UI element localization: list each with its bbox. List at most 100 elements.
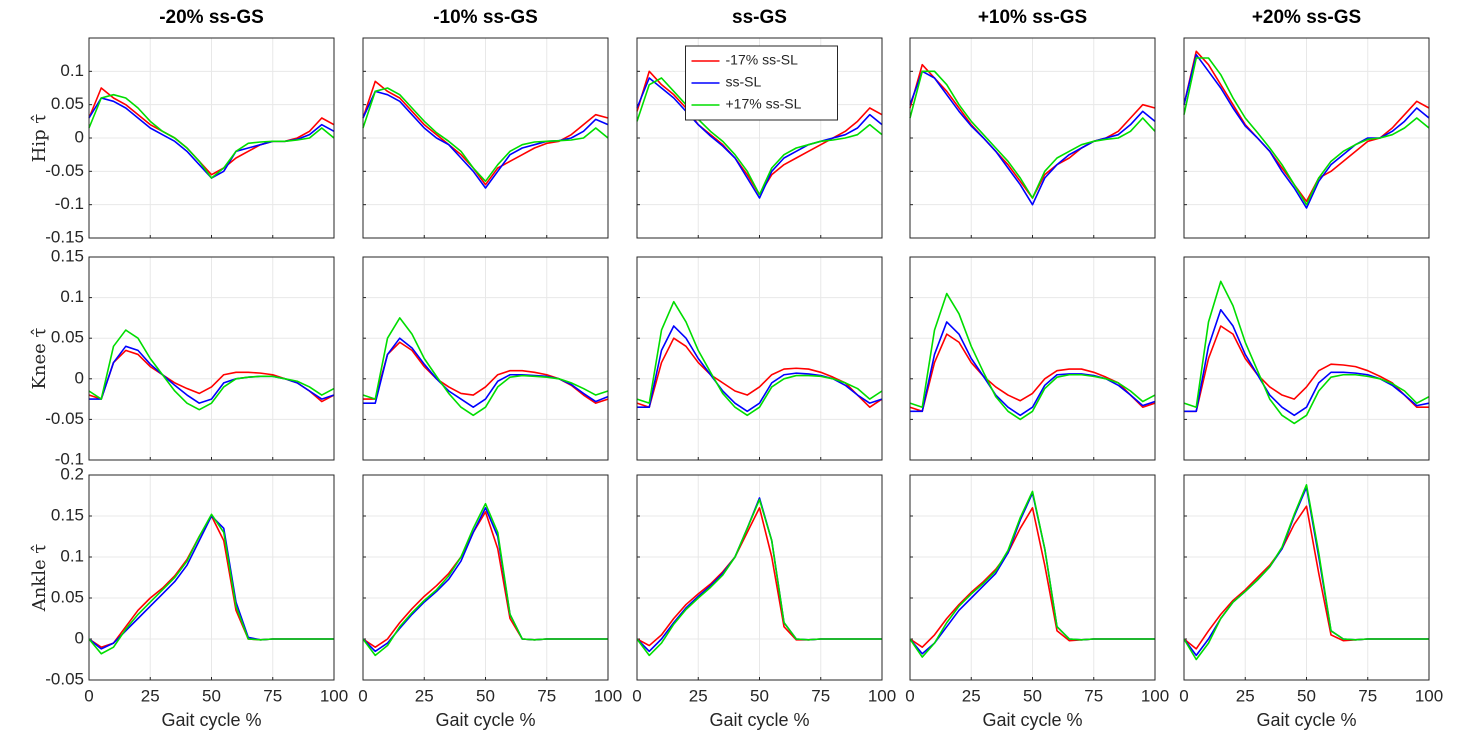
series-line [1183,280,1430,425]
series-line [636,77,883,196]
panel: -10% ss-GS [362,7,609,239]
axes-box [909,37,1156,239]
series-line [363,337,609,409]
y-axis-label: Knee τ̂ [29,327,50,389]
series-line [88,513,334,655]
axes-box [1183,37,1430,239]
series-line [1184,325,1429,413]
x-axis-label: Gait cycle % [435,710,535,730]
panel-title: -20% ss-GS [159,7,264,28]
y-tick-label: -0.05 [45,161,84,180]
series-line [1183,53,1430,209]
panel [1183,256,1430,461]
series-line [1183,57,1430,206]
series-line [636,498,882,657]
legend-label: -17% ss-SL [726,52,799,68]
panel [909,256,1156,461]
series-line [636,77,883,199]
panel: -0.15 -0.1 -0.05 0 0.05 0.1 -20% ss-GS Hip τ̂ [29,7,335,246]
x-tick-label: 50 [476,686,495,705]
x-tick-label: 0 [358,686,367,705]
y-tick-label: -0.05 [45,409,84,428]
series-line [1183,484,1429,661]
series-line [1183,50,1430,203]
x-tick-label: 50 [1297,686,1316,705]
series-line [88,329,335,411]
series-line [1184,308,1430,417]
legend-label: +17% ss-SL [726,96,802,112]
x-tick-label: 75 [1358,686,1377,705]
series-line [910,321,1156,417]
x-axis-label: Gait cycle % [1256,710,1356,730]
y-tick-label: 0.15 [51,246,84,265]
x-tick-label: 25 [1236,686,1255,705]
x-tick-label: 50 [202,686,221,705]
y-axis-label: Hip τ̂ [29,114,50,163]
y-tick-label: 0.1 [60,546,84,565]
x-tick-label: 100 [1415,686,1443,705]
y-tick-label: 0.05 [51,94,84,113]
axes-box [88,474,335,681]
series-line [362,80,609,186]
panel [362,256,609,461]
axes-box [636,256,883,461]
series-line [362,87,609,183]
panel: +10% ss-GS [909,7,1156,239]
y-tick-label: 0.1 [60,287,84,306]
x-tick-label: 100 [868,686,896,705]
panel: 0 25 50 75 100 Gait cycle % [358,474,622,730]
axes-box [1183,474,1430,681]
series-line [362,90,609,189]
x-tick-label: 100 [594,686,622,705]
series-line [88,93,335,179]
axes-box [636,37,883,239]
y-tick-label: 0.2 [60,464,84,483]
x-tick-label: 75 [537,686,556,705]
y-tick-label: -0.15 [45,227,84,246]
y-tick-label: -0.1 [55,194,84,213]
series-line [362,502,608,657]
y-tick-label: 0.05 [51,587,84,606]
x-tick-label: 0 [84,686,93,705]
x-tick-label: 0 [1179,686,1188,705]
legend: -17% ss-SL ss-SL +17% ss-SL [685,45,838,121]
series-line [909,70,1156,206]
axes-box [909,474,1156,681]
axes-box [362,37,609,239]
panel-title: +20% ss-GS [1252,7,1361,28]
axes-box [636,474,883,681]
panel: -0.1 -0.05 0 0.05 0.1 0.15 Knee τ̂ [29,246,335,468]
y-tick-label: 0.05 [51,328,84,347]
x-tick-label: 50 [1023,686,1042,705]
panel-title: -10% ss-GS [433,7,538,28]
panel: 0 25 50 75 100 Gait cycle % [905,474,1169,730]
panel [636,256,883,461]
panel-title: +10% ss-GS [978,7,1087,28]
legend-label: ss-SL [726,74,762,90]
panel: 0 25 50 75 100 Gait cycle % [632,474,896,730]
x-axis-label: Gait cycle % [161,710,261,730]
axes-box [362,256,609,461]
axes-box [88,256,335,461]
x-tick-label: 25 [141,686,160,705]
x-axis-label: Gait cycle % [709,710,809,730]
y-tick-label: 0 [75,628,84,647]
series-line [636,300,883,417]
series-line [89,345,335,404]
series-line [637,325,883,413]
x-tick-label: 75 [811,686,830,705]
x-tick-label: 100 [1141,686,1169,705]
series-line [362,317,609,417]
x-tick-label: 25 [689,686,708,705]
x-tick-label: 0 [905,686,914,705]
series-line [909,490,1155,658]
x-tick-label: 0 [632,686,641,705]
x-tick-label: 25 [962,686,981,705]
x-tick-label: 25 [415,686,434,705]
y-tick-label: 0.15 [51,505,84,524]
y-tick-label: 0 [75,127,84,146]
panel: +20% ss-GS [1183,7,1430,239]
axes-box [362,474,609,681]
